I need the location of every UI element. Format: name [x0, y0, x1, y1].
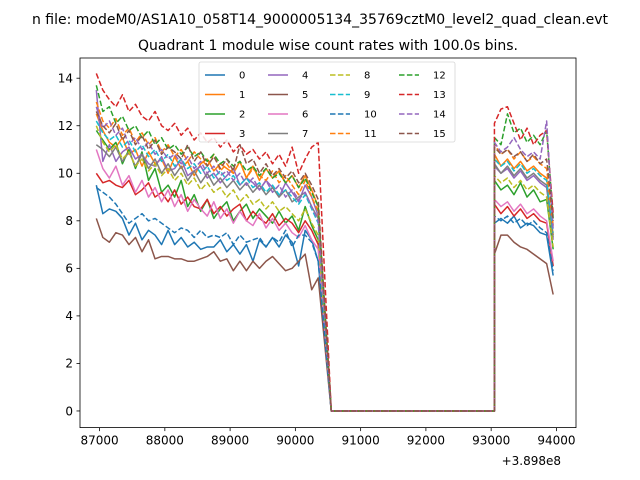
legend-label-2: 2 — [239, 110, 245, 121]
legend-label-6: 6 — [302, 110, 308, 121]
y-tick-label: 4 — [65, 309, 73, 323]
y-axis: 0 2 4 6 8 10 12 14 — [58, 72, 80, 418]
legend-label-8: 8 — [364, 71, 370, 82]
x-tick-label: 90000 — [276, 434, 314, 448]
figure-suptitle: n file: modeM0/AS1A10_058T14_9000005134_… — [32, 12, 609, 28]
x-offset-label: +3.898e8 — [502, 454, 561, 468]
y-tick-label: 8 — [65, 214, 73, 228]
axes-frame — [79, 57, 577, 429]
y-tick-label: 10 — [58, 167, 73, 181]
x-tick-label: 91000 — [342, 434, 380, 448]
y-tick-label: 12 — [58, 119, 73, 133]
legend-label-3: 3 — [239, 129, 245, 140]
legend-label-13: 13 — [433, 90, 446, 101]
legend-label-1: 1 — [239, 90, 245, 101]
legend-label-11: 11 — [364, 129, 377, 140]
legend-label-5: 5 — [302, 90, 308, 101]
legend-label-7: 7 — [302, 129, 308, 140]
chart-title: Quadrant 1 module wise count rates with … — [138, 38, 518, 54]
legend-label-12: 12 — [433, 71, 446, 82]
y-tick-label: 2 — [65, 357, 73, 371]
series-line-15 — [95, 111, 554, 412]
x-tick-label: 88000 — [146, 434, 184, 448]
y-tick-label: 14 — [58, 72, 73, 86]
x-tick-label: 89000 — [211, 434, 249, 448]
legend-box — [198, 61, 456, 143]
legend-label-4: 4 — [302, 71, 308, 82]
x-tick-label: 94000 — [537, 434, 575, 448]
legend-label-10: 10 — [364, 110, 377, 121]
legend-label-15: 15 — [433, 129, 446, 140]
legend-label-14: 14 — [433, 110, 446, 121]
y-tick-label: 6 — [65, 262, 73, 276]
x-tick-label: 87000 — [80, 434, 118, 448]
legend-label-9: 9 — [364, 90, 370, 101]
x-tick-label: 93000 — [472, 434, 510, 448]
x-axis: 87000 88000 89000 90000 91000 92000 93000 94000 — [80, 427, 576, 448]
legend-label-0: 0 — [239, 71, 245, 82]
y-tick-label: 0 — [65, 404, 73, 418]
plot-area — [95, 73, 554, 412]
x-tick-label: 92000 — [407, 434, 445, 448]
